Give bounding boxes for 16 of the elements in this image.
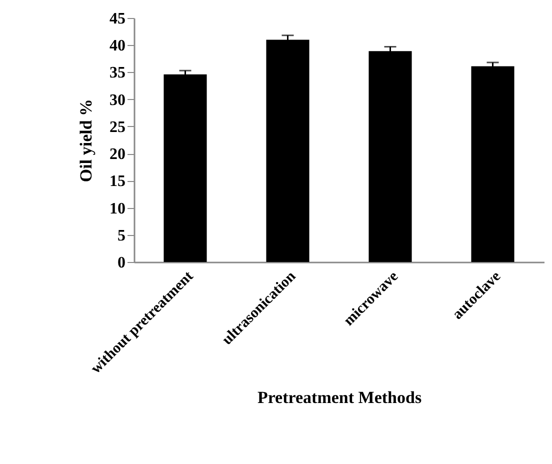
y-tick-label: 10 xyxy=(110,200,126,218)
bar xyxy=(368,51,412,262)
y-tick-label: 40 xyxy=(110,38,126,55)
y-tick-label: 15 xyxy=(110,173,126,190)
bar xyxy=(471,66,514,262)
y-axis-title: Oil yield % xyxy=(76,98,96,182)
bar xyxy=(164,74,207,262)
y-tick-label: 5 xyxy=(118,227,126,244)
bar xyxy=(266,40,310,262)
y-tick-label: 25 xyxy=(110,118,126,136)
y-tick-label: 45 xyxy=(110,10,126,28)
y-tick-label: 0 xyxy=(118,254,126,272)
y-tick-label: 20 xyxy=(110,146,126,164)
y-tick-label: 30 xyxy=(110,92,126,109)
y-tick-label: 35 xyxy=(110,64,126,82)
x-axis-title: Pretreatment Methods xyxy=(257,388,422,408)
